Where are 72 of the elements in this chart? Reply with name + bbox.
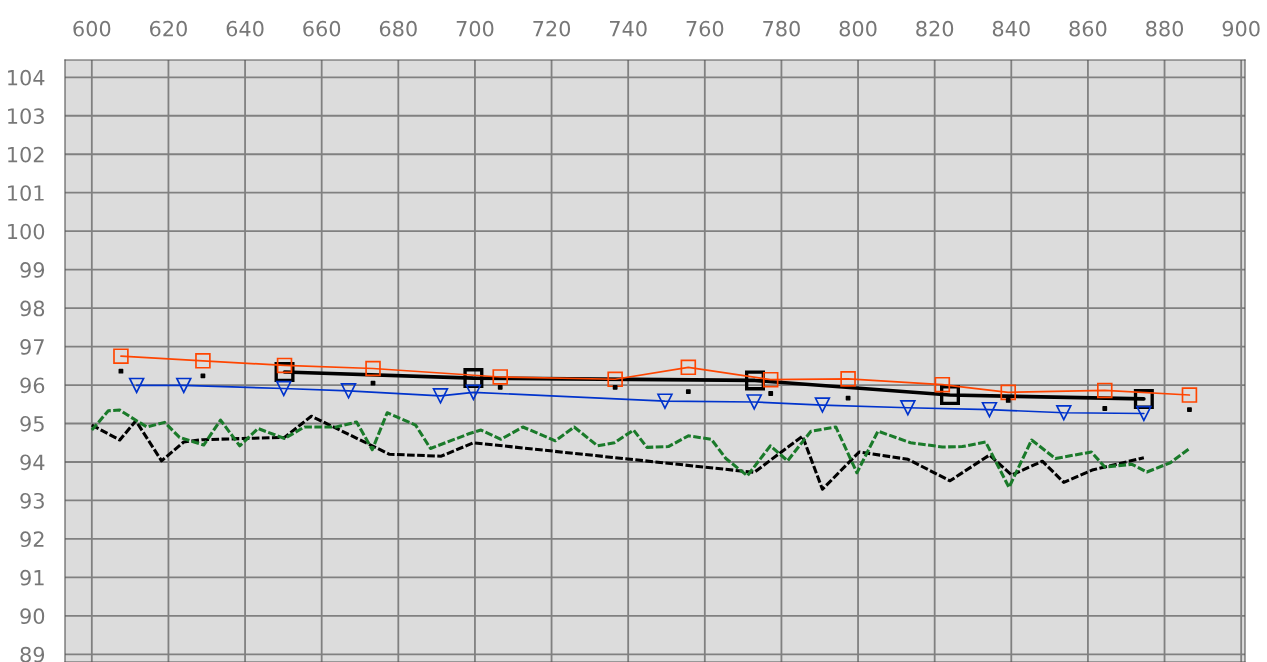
y-tick-label: 91	[20, 569, 44, 586]
point	[746, 394, 763, 410]
y-tick-label: 101	[8, 185, 44, 201]
y-tick-label: 99	[20, 262, 45, 278]
y-tick-label: 100	[8, 223, 45, 240]
point	[685, 389, 691, 394]
x-tick-label: 880	[1146, 20, 1184, 37]
point	[492, 369, 509, 385]
point	[275, 380, 292, 397]
x-tick-label: 840	[992, 20, 1030, 37]
x-tick-label: 860	[1069, 20, 1107, 37]
point	[900, 399, 916, 416]
point	[365, 360, 381, 377]
x-tick-label: 620	[150, 20, 187, 37]
point	[762, 371, 779, 388]
point	[1102, 406, 1108, 411]
x-tick-label: 680	[379, 20, 417, 37]
y-tick-label: 94	[20, 454, 45, 471]
point	[845, 395, 851, 401]
point	[1000, 384, 1017, 401]
point	[840, 371, 856, 387]
point	[612, 384, 618, 390]
point	[128, 377, 145, 394]
x-tick-label: 780	[763, 20, 800, 37]
point	[175, 377, 192, 394]
y-tick-label: 104	[8, 69, 45, 86]
y-tick-label: 89	[20, 646, 45, 662]
point	[934, 376, 951, 393]
point	[1133, 388, 1154, 409]
point	[465, 384, 482, 401]
point	[276, 357, 293, 374]
x-tick-label: 820	[916, 20, 954, 37]
x-tick-label: 800	[839, 20, 877, 37]
point	[340, 383, 357, 399]
y-tick-label: 97	[20, 339, 44, 355]
point	[118, 368, 124, 374]
x-tick-label: 640	[226, 20, 264, 37]
point	[274, 361, 295, 382]
y-tick-label: 90	[20, 608, 45, 625]
x-tick-label: 720	[533, 20, 571, 37]
point	[607, 371, 623, 388]
y-tick-label: 96	[20, 377, 45, 394]
y-tick-label: 102	[8, 146, 44, 163]
point	[1181, 387, 1198, 403]
x-tick-label: 900	[1222, 20, 1260, 37]
point	[657, 393, 673, 409]
y-tick-label: 98	[20, 300, 45, 317]
x-tick-label: 740	[610, 20, 647, 37]
point	[370, 380, 376, 386]
point	[1096, 382, 1113, 399]
point	[981, 401, 998, 418]
y-tick-label: 103	[8, 108, 44, 124]
point	[200, 373, 206, 379]
x-tick-label: 760	[686, 20, 724, 37]
point	[195, 353, 211, 369]
point	[113, 348, 129, 364]
point	[497, 384, 503, 390]
point	[1187, 407, 1192, 413]
point	[1005, 398, 1011, 403]
point	[1056, 404, 1072, 421]
point	[463, 368, 484, 389]
point	[814, 397, 831, 413]
x-tick-label: 600	[73, 20, 111, 37]
y-tick-label: 93	[20, 492, 44, 509]
y-tick-label: 92	[20, 531, 44, 548]
y-tick-label: 95	[20, 415, 44, 432]
point	[680, 359, 697, 376]
x-tick-label: 700	[456, 20, 494, 37]
point	[1136, 405, 1152, 422]
point	[768, 391, 774, 396]
point	[432, 388, 449, 404]
x-tick-label: 660	[303, 20, 341, 37]
